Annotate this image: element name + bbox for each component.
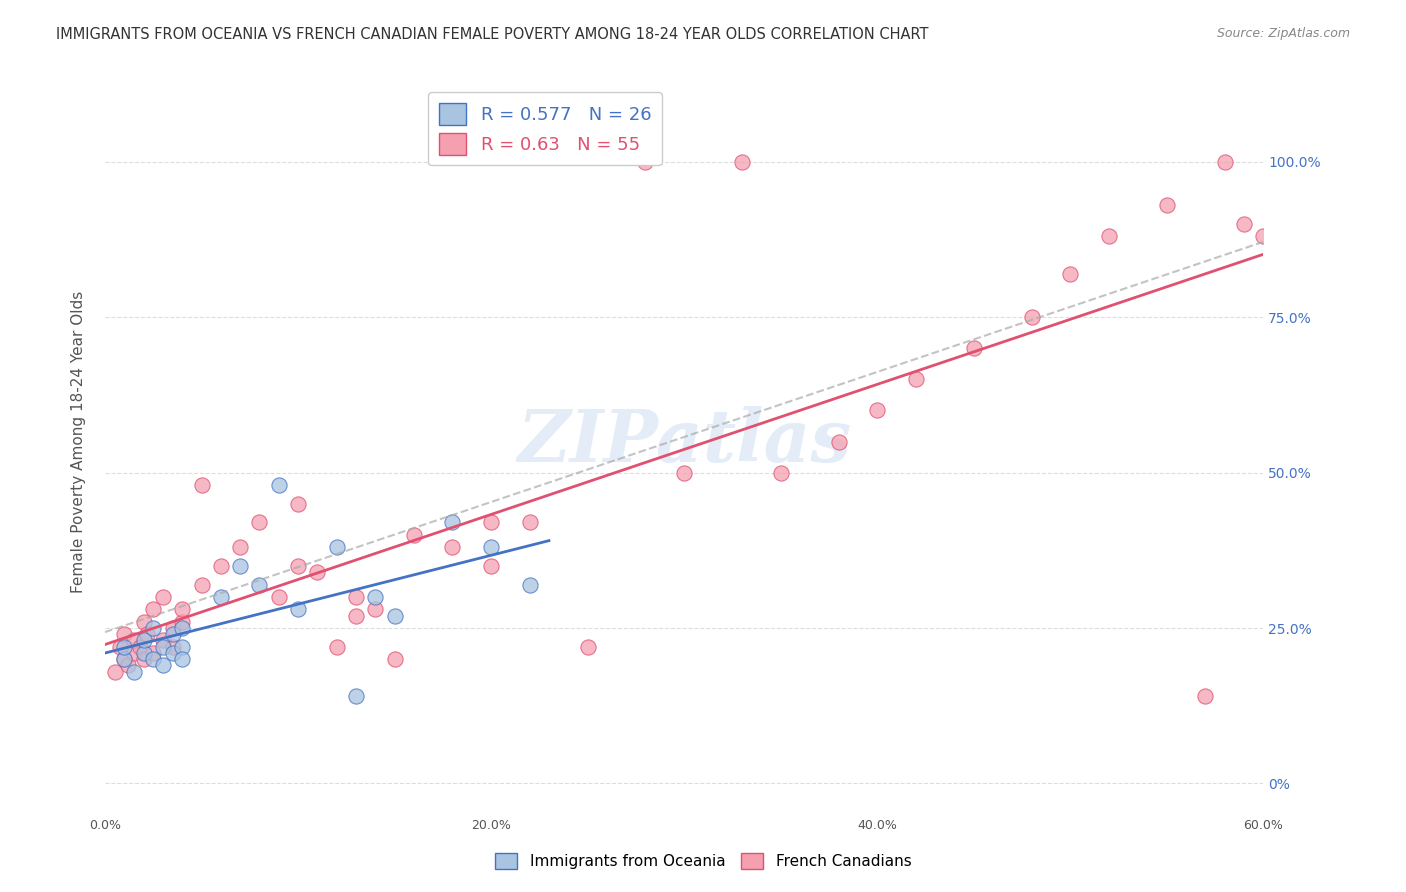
Point (307, 565, 329, 579)
Point (172, 615, 194, 629)
Point (142, 652, 165, 666)
Point (128, 640, 150, 654)
Point (1194, 690, 1216, 704)
Point (132, 633, 155, 648)
Point (287, 602, 309, 616)
Point (479, 516, 502, 530)
Point (963, 341, 986, 355)
Point (827, 434, 849, 449)
Point (384, 652, 406, 666)
Point (190, 577, 212, 591)
Point (769, 466, 792, 480)
Point (136, 627, 159, 641)
Point (344, 608, 367, 623)
Point (122, 646, 145, 660)
Point (384, 608, 406, 623)
Point (162, 640, 184, 654)
Point (162, 646, 184, 660)
Point (110, 640, 132, 654)
Point (172, 602, 194, 616)
Point (142, 646, 165, 660)
Point (1059, 267, 1081, 281)
Point (172, 640, 194, 654)
Point (172, 652, 194, 666)
Text: ZIPatlas: ZIPatlas (517, 406, 851, 477)
Point (104, 665, 127, 679)
Point (519, 577, 541, 591)
Point (287, 558, 309, 573)
Point (209, 590, 232, 604)
Point (112, 652, 135, 666)
Point (904, 372, 927, 386)
Point (152, 633, 174, 648)
Point (112, 627, 135, 641)
Point (634, 154, 657, 169)
Point (576, 640, 599, 654)
Point (229, 558, 252, 573)
Legend: Immigrants from Oceania, French Canadians: Immigrants from Oceania, French Canadian… (488, 847, 918, 875)
Point (402, 528, 425, 542)
Point (209, 558, 232, 573)
Point (1213, 154, 1236, 169)
Point (249, 577, 271, 591)
Point (162, 621, 184, 635)
Point (1156, 198, 1178, 212)
Point (152, 658, 174, 673)
Point (325, 640, 347, 654)
Text: IMMIGRANTS FROM OCEANIA VS FRENCH CANADIAN FEMALE POVERTY AMONG 18-24 YEAR OLDS : IMMIGRANTS FROM OCEANIA VS FRENCH CANADI… (56, 27, 929, 42)
Point (364, 602, 387, 616)
Point (344, 590, 367, 604)
Point (441, 540, 464, 554)
Point (1233, 217, 1256, 231)
Legend: R = 0.577   N = 26, R = 0.63   N = 55: R = 0.577 N = 26, R = 0.63 N = 55 (429, 93, 662, 165)
Y-axis label: Female Poverty Among 18-24 Year Olds: Female Poverty Among 18-24 Year Olds (72, 291, 86, 592)
Point (441, 516, 464, 530)
Point (142, 621, 165, 635)
Point (117, 658, 139, 673)
Point (287, 497, 309, 511)
Point (479, 558, 502, 573)
Point (731, 154, 754, 169)
Point (112, 640, 135, 654)
Point (325, 540, 347, 554)
Point (1021, 310, 1043, 325)
Point (172, 621, 194, 635)
Point (1098, 229, 1121, 244)
Point (267, 590, 290, 604)
Point (1251, 229, 1274, 244)
Point (249, 516, 271, 530)
Point (229, 540, 252, 554)
Point (152, 590, 174, 604)
Point (364, 590, 387, 604)
Point (132, 646, 155, 660)
Point (866, 403, 889, 417)
Point (267, 478, 290, 492)
Point (162, 627, 184, 641)
Point (479, 540, 502, 554)
Point (190, 478, 212, 492)
Point (132, 615, 155, 629)
Point (132, 652, 155, 666)
Point (122, 633, 145, 648)
Point (344, 690, 367, 704)
Point (673, 466, 696, 480)
Text: Source: ZipAtlas.com: Source: ZipAtlas.com (1216, 27, 1350, 40)
Point (112, 652, 135, 666)
Point (519, 516, 541, 530)
Point (122, 665, 145, 679)
Point (152, 640, 174, 654)
Point (142, 602, 165, 616)
